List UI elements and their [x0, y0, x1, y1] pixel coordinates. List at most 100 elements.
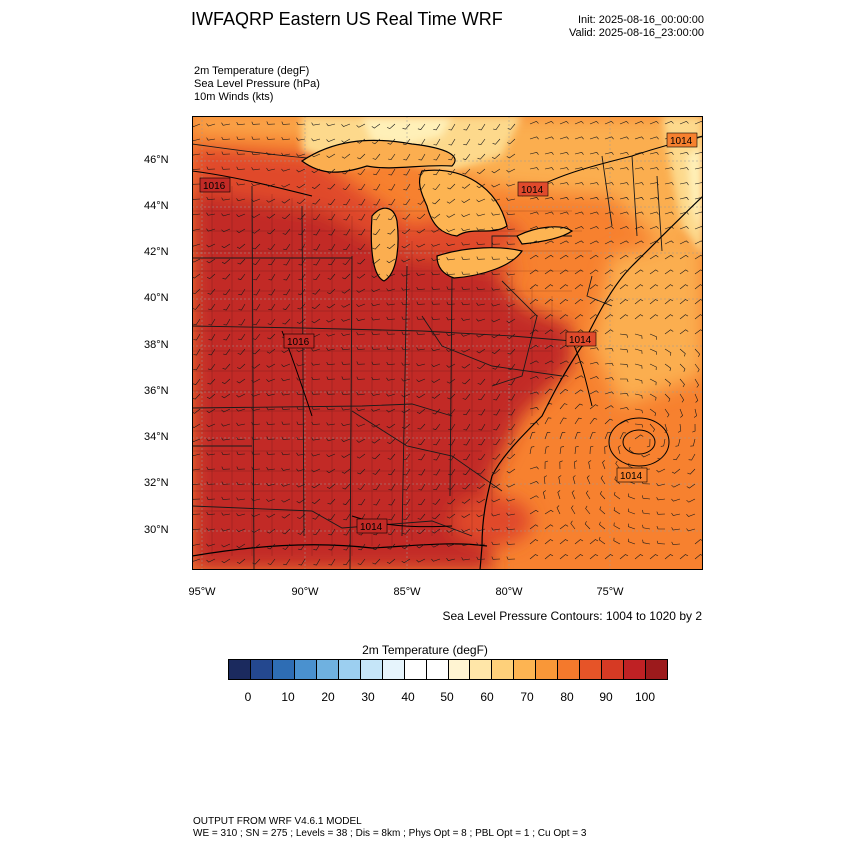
wind-barb — [311, 183, 321, 189]
wind-barb — [312, 513, 321, 520]
wind-barb — [544, 432, 551, 440]
wind-barb — [296, 406, 306, 410]
wind-barb — [463, 453, 471, 461]
wind-barb — [604, 167, 614, 171]
wind-barb — [416, 543, 426, 549]
wind-barb — [461, 363, 471, 369]
wind-barb — [604, 348, 614, 352]
wind-barb — [628, 523, 636, 530]
wind-barb — [529, 391, 539, 395]
wind-barb — [431, 213, 441, 219]
wind-barb — [619, 348, 629, 353]
wind-barb — [448, 138, 456, 146]
wind-barb — [206, 438, 216, 442]
wind-barb — [476, 227, 486, 231]
wind-barb — [356, 138, 366, 144]
wind-barb — [401, 258, 411, 263]
wind-barb — [418, 468, 426, 476]
wind-barb — [236, 543, 246, 549]
wind-barb — [431, 286, 441, 290]
wind-barb — [506, 526, 516, 531]
wind-barb — [281, 183, 291, 188]
wind-barb — [585, 505, 591, 515]
wind-barb — [599, 506, 606, 515]
wind-barb — [529, 167, 539, 171]
wind-barb — [491, 468, 501, 474]
wind-barb — [491, 541, 501, 545]
wind-barb — [544, 417, 552, 425]
wind-barb — [357, 168, 366, 175]
wind-barb — [208, 333, 216, 341]
wind-barb — [544, 554, 554, 560]
wind-barb — [679, 182, 689, 186]
wind-barb — [326, 406, 336, 410]
wind-barb — [237, 273, 246, 280]
wind-barb — [326, 303, 336, 309]
wind-barb — [679, 329, 689, 335]
wind-barb — [386, 393, 396, 397]
wind-barb — [559, 554, 569, 560]
wind-barb — [506, 318, 516, 324]
wind-barb — [585, 490, 591, 500]
wind-barb — [477, 453, 486, 461]
wind-barb — [693, 408, 697, 418]
wind-barb — [493, 423, 501, 431]
wind-barb — [544, 446, 550, 455]
wind-barb — [206, 212, 216, 216]
wind-barb — [589, 226, 599, 230]
wind-barb — [664, 299, 674, 305]
wind-barb — [559, 299, 569, 305]
lat-label: 38°N — [144, 339, 169, 351]
wind-barb — [431, 393, 441, 399]
wind-barb — [462, 393, 471, 400]
wind-barb — [491, 271, 501, 275]
wind-barb — [529, 446, 535, 455]
wind-barb — [604, 377, 614, 381]
wind-barb — [403, 153, 411, 161]
wind-barb — [619, 432, 627, 440]
wind-barb — [236, 213, 246, 218]
wind-barb — [236, 136, 246, 140]
wind-barb — [328, 528, 336, 536]
wind-barb — [476, 302, 486, 306]
wind-barb — [267, 543, 276, 550]
wind-barb — [461, 198, 471, 203]
wind-barb — [478, 408, 486, 416]
wind-barb — [544, 314, 554, 320]
wind-barb — [559, 226, 569, 230]
wind-barb — [604, 418, 613, 425]
wind-barb — [417, 438, 426, 445]
wind-barb — [341, 123, 351, 127]
wind-barb — [664, 182, 674, 186]
wind-barb — [649, 167, 659, 171]
wind-barb — [529, 422, 539, 426]
wind-barb — [326, 376, 336, 380]
wind-barb — [401, 243, 411, 249]
wind-barb — [403, 183, 411, 191]
wind-barb — [416, 258, 426, 262]
wind-barb — [296, 391, 306, 395]
wind-barb — [446, 257, 456, 261]
wind-barb — [446, 271, 456, 275]
wind-barb — [416, 272, 426, 276]
wind-barb — [529, 269, 539, 275]
wind-barb — [207, 363, 216, 371]
wind-barb — [402, 213, 411, 220]
pressure-label-text: 1016 — [287, 337, 310, 348]
wind-barb — [506, 153, 516, 159]
wind-barb — [251, 451, 261, 455]
wind-barb — [341, 407, 351, 411]
wind-barb — [326, 438, 336, 442]
wind-barb — [311, 391, 321, 395]
wind-barb — [371, 317, 381, 321]
wind-barb — [373, 198, 381, 206]
wind-barb — [206, 511, 216, 516]
wind-barb — [664, 329, 674, 335]
wind-barb — [298, 273, 306, 281]
wind-barb — [401, 408, 411, 414]
wind-barb — [236, 528, 246, 533]
wind-barb — [463, 123, 471, 131]
wind-barb — [604, 151, 614, 155]
wind-barb — [296, 137, 306, 141]
wind-barb — [343, 513, 351, 521]
